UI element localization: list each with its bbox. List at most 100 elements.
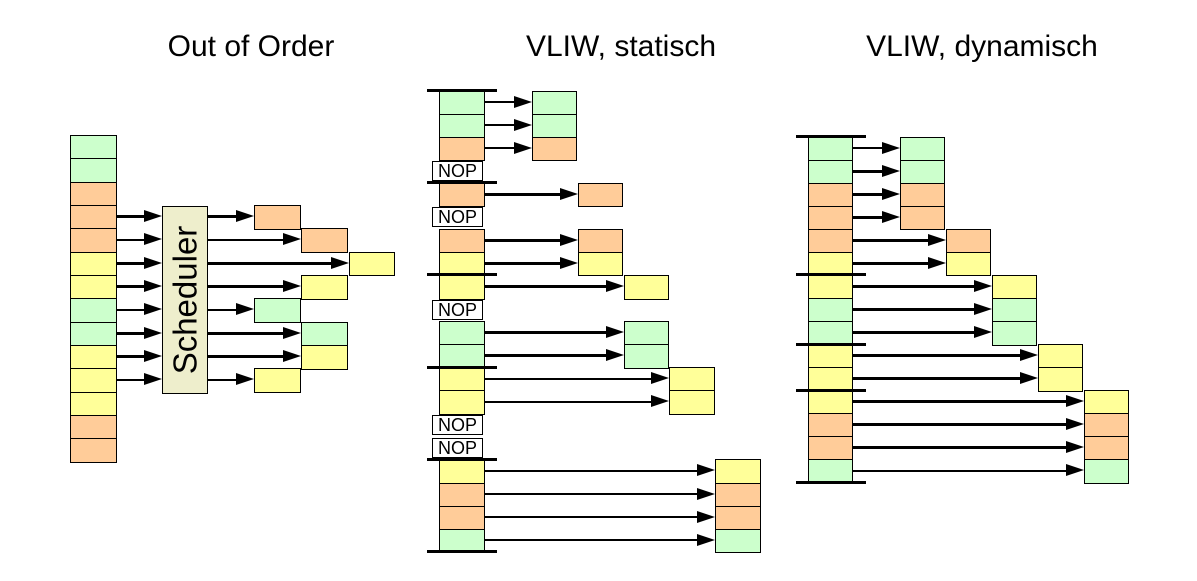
vliw-dynamic-dispatch-arrow bbox=[853, 349, 1039, 362]
vliw-dynamic-dispatch-arrow bbox=[853, 395, 1085, 408]
arrow-shaft bbox=[853, 400, 1073, 403]
arrow-shaft bbox=[208, 238, 290, 242]
arrow-shaft bbox=[853, 446, 1073, 449]
vliw-static-dispatch-arrow bbox=[485, 280, 624, 293]
vliw-static-instruction-cell-orange bbox=[439, 228, 485, 254]
vliw-static-dispatch-arrow bbox=[485, 372, 670, 385]
vliw-dynamic-execution-cell-green bbox=[900, 159, 945, 185]
vliw-static-instruction-cell-orange bbox=[439, 482, 485, 508]
vliw-dynamic-instruction-cell-orange bbox=[808, 228, 853, 254]
arrow-shaft bbox=[485, 538, 704, 542]
vliw-static-bundle-separator bbox=[427, 365, 497, 369]
arrow-head-icon bbox=[283, 326, 302, 339]
vliw-dynamic-instruction-cell-green bbox=[808, 297, 853, 323]
vliw-dynamic-dispatch-arrow bbox=[853, 279, 993, 293]
arrow-shaft bbox=[485, 100, 520, 104]
vliw-static-nop-cell: NOP bbox=[432, 414, 483, 435]
arrow-shaft bbox=[208, 285, 290, 288]
arrow-shaft bbox=[485, 400, 658, 404]
vliw-static-execution-cell-yellow bbox=[715, 459, 761, 484]
arrow-head-icon bbox=[651, 372, 670, 385]
out-of-order-issue-arrow bbox=[117, 326, 162, 340]
vliw-dynamic-execution-cell-green bbox=[900, 136, 945, 162]
arrow-shaft bbox=[117, 332, 150, 335]
vliw-static-dispatch-arrow bbox=[485, 349, 624, 362]
out-of-order-instruction-cell-yellow bbox=[70, 274, 117, 300]
arrow-shaft bbox=[485, 193, 566, 196]
arrow-shaft bbox=[485, 492, 704, 496]
vliw-dynamic-bundle-separator bbox=[796, 342, 866, 346]
arrow-shaft bbox=[485, 331, 612, 334]
out-of-order-execution-cell-orange bbox=[254, 204, 301, 230]
vliw-static-dispatch-arrow bbox=[485, 326, 624, 339]
vliw-dynamic-dispatch-arrow bbox=[853, 164, 900, 178]
vliw-static-execution-cell-orange bbox=[531, 136, 578, 162]
arrow-head-icon bbox=[559, 233, 578, 246]
vliw-dynamic-dispatch-arrow bbox=[853, 141, 900, 155]
arrow-shaft bbox=[117, 285, 150, 288]
vliw-dynamic-execution-cell-yellow bbox=[1038, 344, 1084, 369]
scheduler-box: Scheduler bbox=[162, 206, 209, 394]
arrow-head-icon bbox=[330, 256, 349, 269]
vliw-dynamic-dispatch-arrow bbox=[853, 372, 1039, 385]
vliw-static-execution-cell-green bbox=[623, 321, 669, 346]
arrow-shaft bbox=[853, 354, 1027, 357]
arrow-head-icon bbox=[697, 533, 716, 546]
arrow-head-icon bbox=[882, 187, 900, 200]
arrow-shaft bbox=[117, 355, 150, 358]
out-of-order-dispatch-arrow bbox=[208, 373, 254, 386]
arrow-head-icon bbox=[559, 187, 578, 200]
vliw-dynamic-execution-cell-green bbox=[992, 297, 1038, 323]
out-of-order-execution-cell-green bbox=[254, 298, 301, 324]
vliw-dynamic-execution-cell-yellow bbox=[1084, 390, 1130, 415]
arrow-head-icon bbox=[1066, 464, 1085, 477]
arrow-shaft bbox=[117, 215, 150, 218]
vliw-dynamic-execution-cell-yellow bbox=[1038, 367, 1084, 392]
out-of-order-instruction-cell-orange bbox=[70, 228, 117, 254]
arrow-head-icon bbox=[928, 256, 947, 269]
vliw-static-dispatch-arrow bbox=[485, 187, 578, 201]
arrow-shaft bbox=[853, 377, 1027, 380]
arrow-head-icon bbox=[235, 303, 254, 316]
arrow-head-icon bbox=[144, 350, 162, 363]
vliw-dynamic-instruction-cell-green bbox=[808, 321, 853, 346]
arrow-head-icon bbox=[697, 510, 716, 523]
arrow-shaft bbox=[485, 262, 566, 265]
vliw-static-execution-cell-orange bbox=[715, 505, 761, 531]
arrow-shaft bbox=[208, 378, 242, 382]
arrow-head-icon bbox=[144, 280, 162, 293]
vliw-dynamic-bundle-separator bbox=[796, 135, 866, 139]
arrow-head-icon bbox=[697, 487, 716, 500]
arrow-head-icon bbox=[928, 233, 947, 246]
arrow-head-icon bbox=[235, 373, 254, 386]
arrow-shaft bbox=[853, 170, 888, 173]
vliw-dynamic-dispatch-arrow bbox=[853, 464, 1085, 477]
out-of-order-instruction-cell-yellow bbox=[70, 391, 117, 417]
vliw-dynamic-execution-cell-orange bbox=[946, 228, 992, 254]
arrow-head-icon bbox=[974, 326, 993, 339]
arrow-head-icon bbox=[1066, 441, 1085, 454]
arrow-head-icon bbox=[559, 256, 578, 269]
out-of-order-instruction-cell-yellow bbox=[70, 251, 117, 277]
arrow-head-icon bbox=[144, 326, 162, 339]
out-of-order-instruction-cell-orange bbox=[70, 181, 117, 207]
vliw-dynamic-instruction-cell-yellow bbox=[808, 274, 853, 300]
vliw-dynamic-execution-cell-yellow bbox=[946, 251, 992, 277]
out-of-order-dispatch-arrow bbox=[208, 233, 302, 246]
arrow-shaft bbox=[853, 262, 935, 265]
arrow-shaft bbox=[117, 378, 150, 382]
vliw-dynamic-dispatch-arrow bbox=[853, 303, 993, 316]
out-of-order-execution-cell-yellow bbox=[254, 368, 301, 394]
arrow-shaft bbox=[485, 377, 658, 380]
arrow-shaft bbox=[853, 308, 981, 311]
vliw-static-dispatch-arrow bbox=[485, 395, 670, 408]
arrow-head-icon bbox=[283, 350, 302, 363]
arrow-shaft bbox=[208, 355, 290, 358]
vliw-static-execution-cell-green bbox=[531, 113, 578, 139]
arrow-head-icon bbox=[605, 349, 624, 362]
vliw-static-dispatch-arrow bbox=[485, 510, 716, 524]
arrow-head-icon bbox=[974, 303, 993, 315]
vliw-static-instruction-cell-green bbox=[439, 90, 485, 116]
vliw-dynamic-instruction-cell-yellow bbox=[808, 390, 853, 415]
